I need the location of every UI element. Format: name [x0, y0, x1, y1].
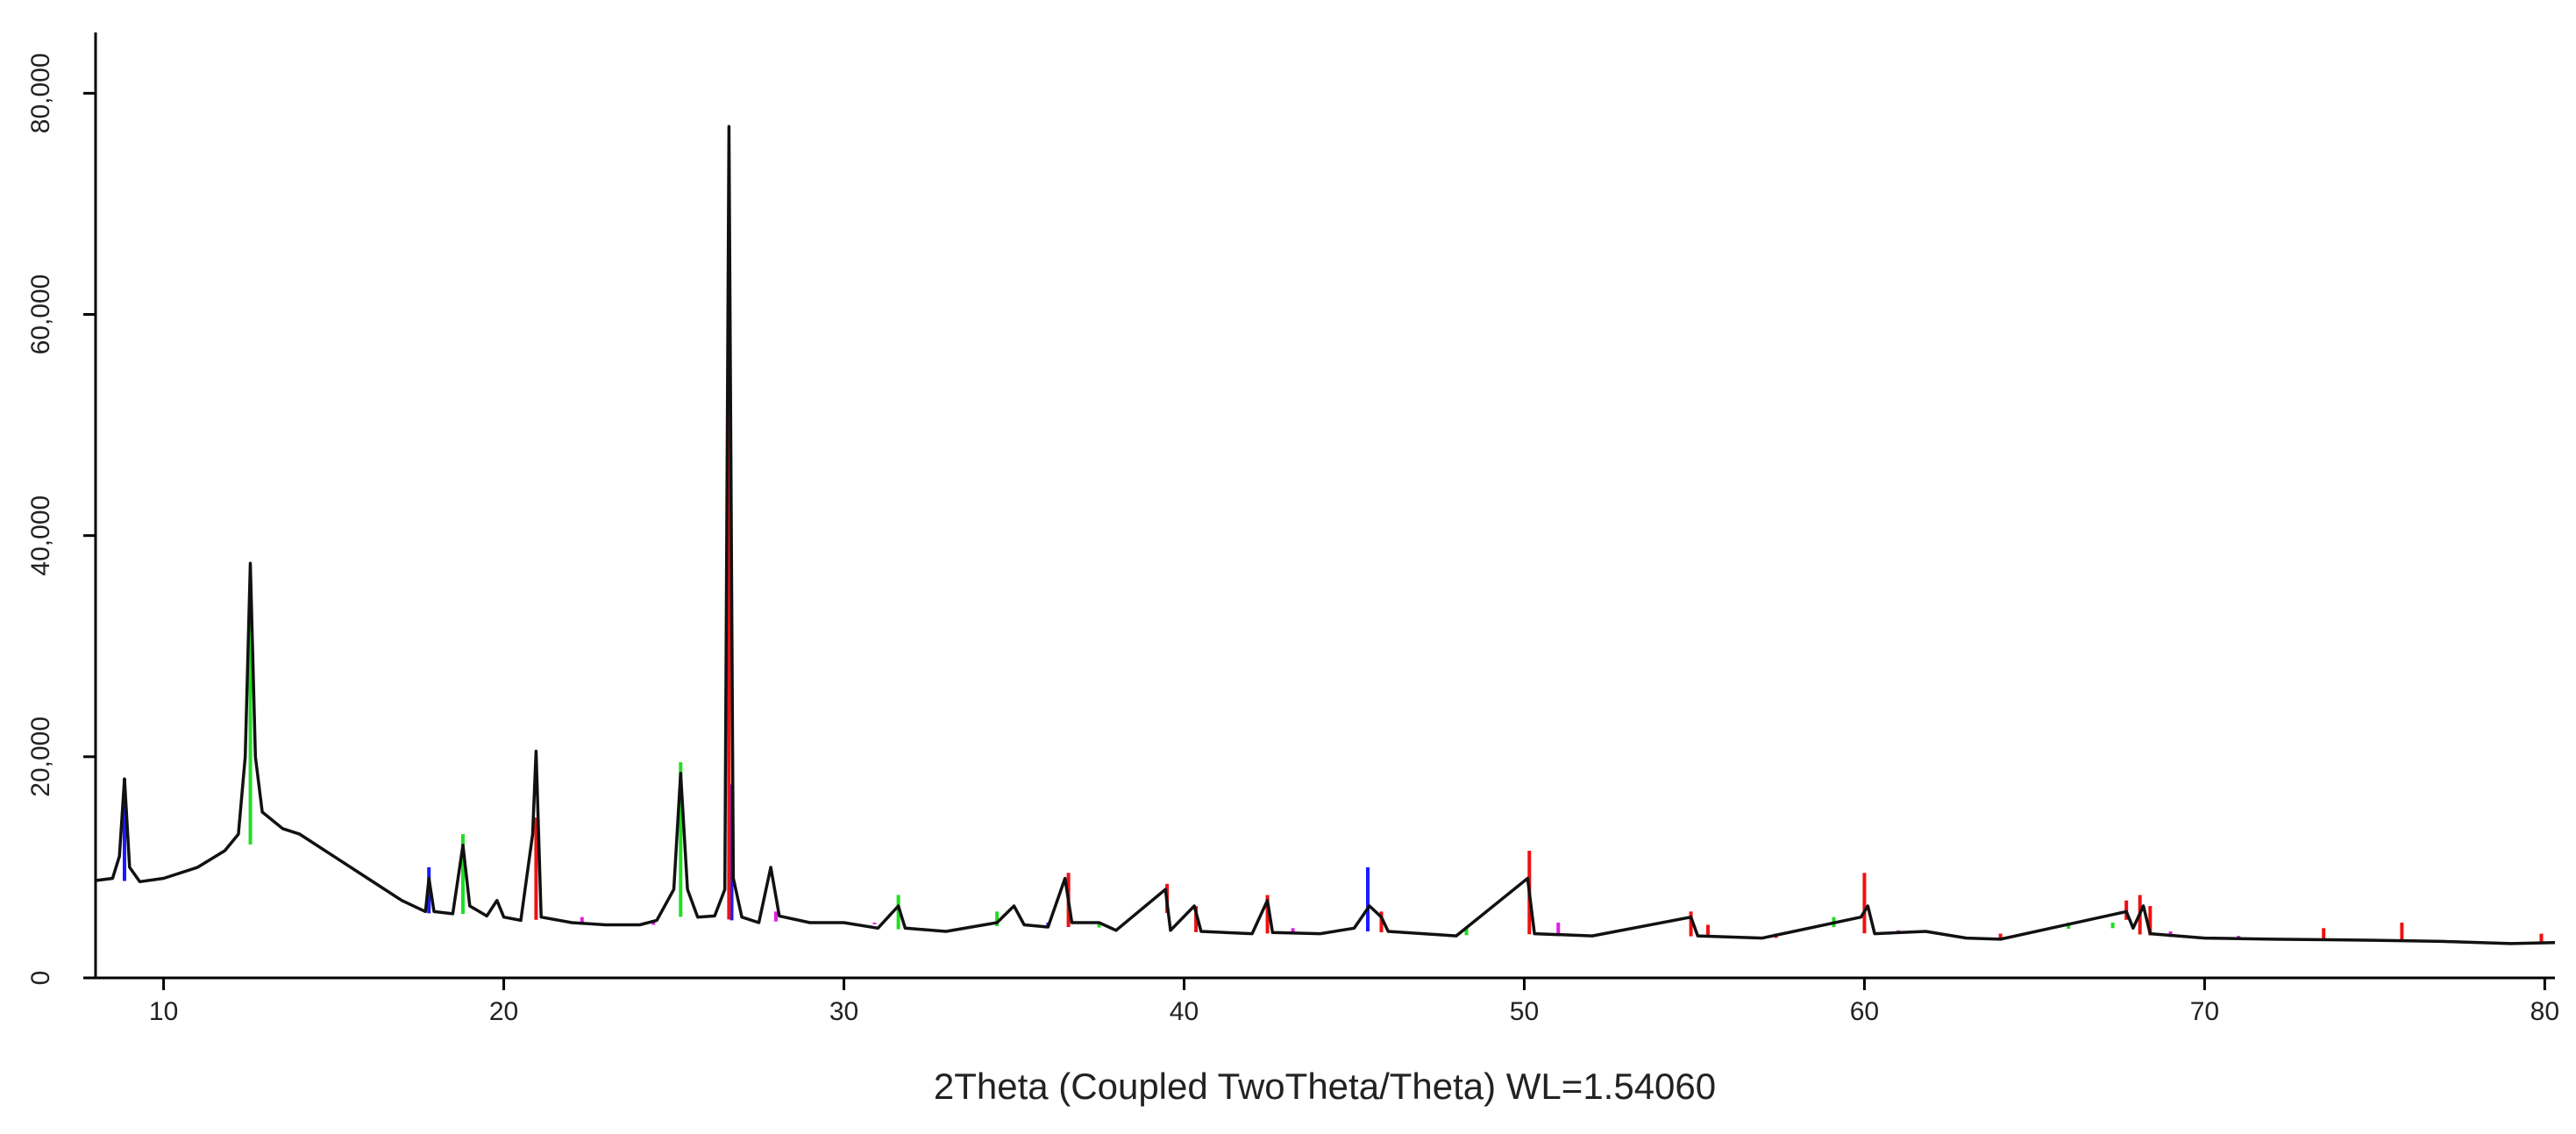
x-tick-label: 80 [2530, 997, 2559, 1026]
x-tick-label: 20 [489, 997, 518, 1026]
y-tick-label: 40,000 [26, 496, 55, 576]
y-tick-label: 60,000 [26, 275, 55, 355]
y-tick-label: 20,000 [26, 717, 55, 797]
x-tick-label: 70 [2190, 997, 2219, 1026]
x-tick-label: 30 [829, 997, 858, 1026]
y-tick-label: 80,000 [26, 53, 55, 133]
x-tick-label: 50 [1510, 997, 1539, 1026]
x-axis-label: 2Theta (Coupled TwoTheta/Theta) WL=1.540… [934, 1066, 1716, 1107]
y-tick-label: 0 [26, 971, 55, 986]
x-tick-label: 40 [1170, 997, 1199, 1026]
diffraction-pattern [95, 125, 2556, 945]
x-tick-label: 10 [149, 997, 178, 1026]
x-tick-label: 60 [1850, 997, 1879, 1026]
